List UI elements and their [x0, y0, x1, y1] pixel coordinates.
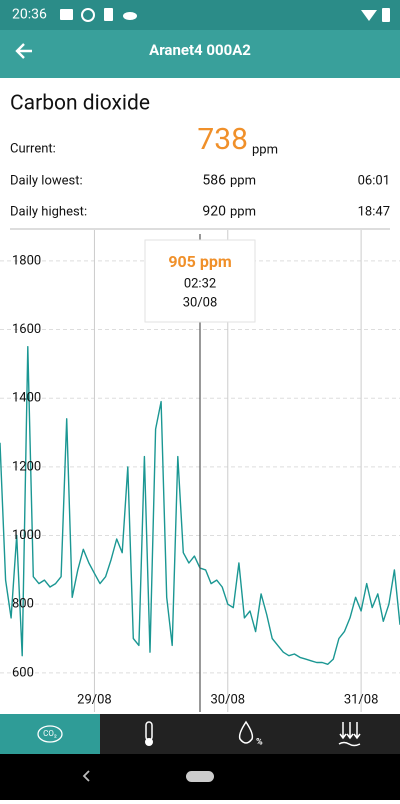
value: 586: [202, 173, 226, 189]
unit: ppm: [230, 204, 256, 219]
status-icons: [60, 8, 390, 22]
app-bar: [0, 30, 400, 78]
tooltip-time: 02:32: [184, 276, 216, 291]
humidity-icon-text: %: [256, 737, 263, 747]
tab-pressure[interactable]: [338, 722, 361, 747]
y-tick-label: 1200: [12, 459, 41, 474]
sync-icon: [81, 8, 95, 22]
device-icon: [104, 8, 113, 21]
y-tick-label: 1600: [12, 322, 41, 337]
heading: Carbon dioxide: [10, 92, 150, 116]
unit: ppm: [230, 173, 256, 188]
tooltip-value: 905 ppm: [168, 252, 231, 271]
drop-icon: [238, 720, 254, 744]
label: Current:: [10, 141, 56, 156]
tooltip-date: 30/08: [183, 295, 218, 310]
co2-icon-text: CO₂: [43, 729, 57, 738]
back-button[interactable]: [15, 43, 32, 59]
y-tick-label: 800: [12, 597, 34, 612]
y-tick-label: 1000: [12, 528, 41, 543]
status-time: 20:36: [12, 7, 47, 23]
label: Daily lowest:: [10, 173, 83, 188]
x-tick-label: 29/08: [77, 692, 112, 707]
tab-humidity[interactable]: %: [238, 720, 263, 747]
tab-co2[interactable]: [0, 714, 100, 754]
label: Daily highest:: [10, 204, 87, 219]
x-tick-label: 30/08: [210, 692, 245, 707]
time: 18:47: [358, 204, 390, 219]
tooltip: 905 ppm 02:32 30/08: [144, 239, 256, 323]
cloud-icon: [37, 725, 63, 743]
thermometer-bulb: [145, 738, 153, 746]
current-value: 738: [197, 122, 248, 157]
tab-temperature[interactable]: [145, 721, 153, 746]
pressure-icon: [338, 722, 361, 747]
y-tick-label: 600: [12, 665, 34, 680]
nav-back[interactable]: [82, 770, 90, 782]
y-tick-label: 1800: [12, 253, 41, 268]
y-tick-label: 1400: [12, 391, 41, 406]
value: 920: [202, 204, 226, 220]
tooltip-box: [144, 239, 256, 323]
time: 06:01: [358, 173, 390, 188]
unit: ppm: [252, 142, 278, 157]
nav-home[interactable]: [186, 771, 214, 782]
battery-icon: [382, 8, 390, 22]
wifi-icon: [361, 10, 377, 21]
cloud-icon: [123, 12, 137, 20]
app-title: Aranet4 000A2: [149, 41, 251, 59]
x-tick-label: 31/08: [344, 692, 379, 707]
mail-icon: [60, 9, 73, 20]
